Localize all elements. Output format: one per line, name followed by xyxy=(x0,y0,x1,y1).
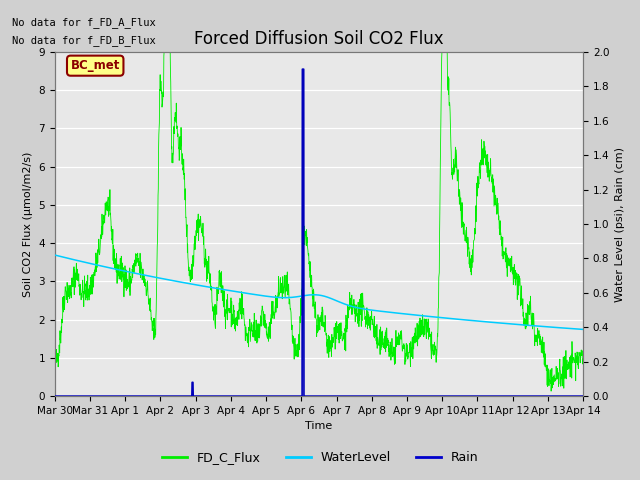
Legend: FD_C_Flux, WaterLevel, Rain: FD_C_Flux, WaterLevel, Rain xyxy=(157,446,483,469)
Text: No data for f_FD_A_Flux: No data for f_FD_A_Flux xyxy=(12,18,156,28)
X-axis label: Time: Time xyxy=(305,421,333,432)
Y-axis label: Soil CO2 Flux (μmol/m2/s): Soil CO2 Flux (μmol/m2/s) xyxy=(23,151,33,297)
Title: Forced Diffusion Soil CO2 Flux: Forced Diffusion Soil CO2 Flux xyxy=(194,30,444,48)
Text: No data for f_FD_B_Flux: No data for f_FD_B_Flux xyxy=(12,35,156,46)
Y-axis label: Water Level (psi), Rain (cm): Water Level (psi), Rain (cm) xyxy=(615,146,625,301)
Text: BC_met: BC_met xyxy=(70,59,120,72)
